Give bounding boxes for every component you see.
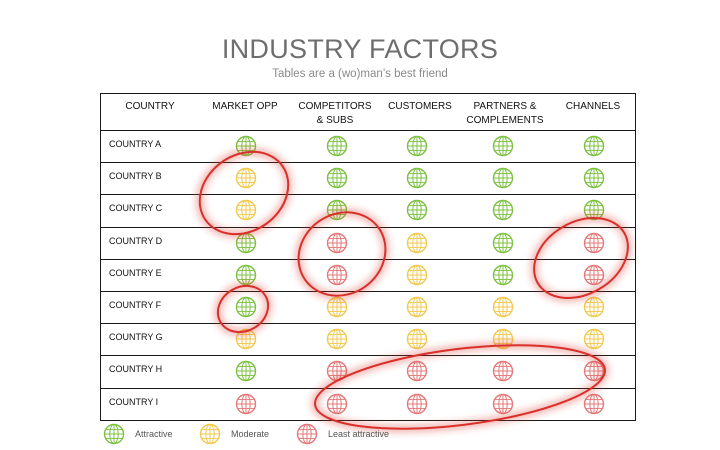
- globe-icon-least: [583, 393, 605, 415]
- header-line1: PARTNERS &: [473, 101, 537, 112]
- globe-icon-least: [326, 360, 348, 382]
- legend-label: Least attractive: [328, 429, 390, 439]
- legend-label: Moderate: [231, 429, 270, 439]
- header-col-3: PARTNERS & COMPLEMENTS: [460, 100, 550, 128]
- row-label-2: COUNTRY C: [109, 203, 163, 214]
- globe-icon-least: [583, 264, 605, 286]
- header-line1: CHANNELS: [565, 101, 621, 112]
- globe-icon-attractive: [235, 135, 257, 157]
- row-divider: [100, 355, 636, 357]
- globe-icon-moderate: [326, 296, 348, 318]
- globe-icon-attractive: [235, 360, 257, 382]
- header-col-2: CUSTOMERS: [380, 100, 460, 114]
- globe-icon-attractive: [492, 232, 514, 254]
- globe-icon-attractive: [326, 167, 348, 189]
- header-divider: [100, 130, 636, 131]
- globe-icon-moderate: [199, 423, 221, 445]
- header-line2: COMPLEMENTS: [466, 115, 544, 126]
- globe-icon-least: [235, 393, 257, 415]
- globe-icon-attractive: [492, 199, 514, 221]
- globe-icon-attractive: [406, 199, 428, 221]
- row-divider: [100, 291, 636, 292]
- globe-icon-least: [406, 360, 428, 382]
- row-label-7: COUNTRY H: [109, 364, 163, 375]
- globe-icon-attractive: [583, 199, 605, 221]
- globe-icon-attractive: [326, 135, 348, 157]
- header-col-4: CHANNELS: [550, 100, 636, 114]
- globe-icon-moderate: [235, 167, 257, 189]
- row-label-3: COUNTRY D: [109, 235, 163, 246]
- globe-icon-attractive: [492, 135, 514, 157]
- globe-icon-attractive: [103, 423, 125, 445]
- globe-icon-moderate: [406, 232, 428, 254]
- globe-icon-attractive: [406, 135, 428, 157]
- row-divider: [100, 226, 636, 228]
- row-label-4: COUNTRY E: [109, 267, 162, 278]
- row-divider: [100, 387, 636, 389]
- globe-icon-moderate: [583, 328, 605, 350]
- row-label-0: COUNTRY A: [109, 139, 162, 149]
- row-divider: [100, 419, 636, 421]
- globe-icon-least: [492, 360, 514, 382]
- table-border-top: [100, 93, 636, 94]
- globe-icon-moderate: [406, 264, 428, 286]
- globe-icon-moderate: [326, 328, 348, 350]
- globe-icon-attractive: [406, 167, 428, 189]
- row-divider: [100, 258, 636, 260]
- header-col-1: COMPETITORS & SUBS: [290, 100, 380, 128]
- row-divider: [100, 194, 636, 196]
- page-title: INDUSTRY FACTORS: [221, 34, 499, 64]
- row-divider: [100, 323, 636, 325]
- header-line1: CUSTOMERS: [388, 101, 452, 112]
- globe-icon-moderate: [235, 328, 257, 350]
- globe-icon-moderate: [492, 328, 514, 350]
- globe-icon-least: [492, 393, 514, 415]
- globe-icon-least: [583, 232, 605, 254]
- globe-icon-attractive: [583, 135, 605, 157]
- table-border-right: [635, 93, 636, 421]
- legend-label: Attractive: [135, 429, 173, 439]
- header-col-0: MARKET OPP: [200, 100, 290, 114]
- globe-icon-least: [326, 393, 348, 415]
- globe-icon-attractive: [235, 264, 257, 286]
- globe-icon-attractive: [583, 167, 605, 189]
- globe-icon-attractive: [492, 264, 514, 286]
- globe-icon-attractive: [326, 199, 348, 221]
- header-country: COUNTRY: [125, 101, 175, 112]
- row-label-6: COUNTRY G: [109, 332, 163, 343]
- globe-icon-moderate: [235, 199, 257, 221]
- header-line2: & SUBS: [316, 115, 354, 126]
- industry-factors-table: COUNTRY MARKET OPP COMPETITORS & SUBS CUSTO…: [100, 93, 636, 421]
- row-label-8: COUNTRY I: [109, 396, 159, 407]
- row-label-1: COUNTRY B: [109, 171, 162, 182]
- row-divider: [100, 162, 636, 164]
- globe-icon-moderate: [583, 296, 605, 318]
- globe-icon-attractive: [235, 232, 257, 254]
- table-border-left: [100, 93, 101, 421]
- globe-icon-least: [583, 360, 605, 382]
- globe-icon-least: [326, 232, 348, 254]
- row-label-5: COUNTRY F: [109, 300, 162, 310]
- globe-icon-attractive: [492, 167, 514, 189]
- globe-icon-least: [296, 423, 318, 445]
- globe-icon-attractive: [235, 296, 257, 318]
- globe-icon-least: [406, 393, 428, 415]
- globe-icon-moderate: [406, 328, 428, 350]
- globe-icon-least: [326, 264, 348, 286]
- page-subtitle: Tables are a (wo)man’s best friend: [272, 68, 448, 80]
- globe-icon-moderate: [406, 296, 428, 318]
- globe-icon-moderate: [492, 296, 514, 318]
- header-line1: COMPETITORS: [298, 101, 372, 112]
- header-line1: MARKET OPP: [212, 101, 278, 112]
